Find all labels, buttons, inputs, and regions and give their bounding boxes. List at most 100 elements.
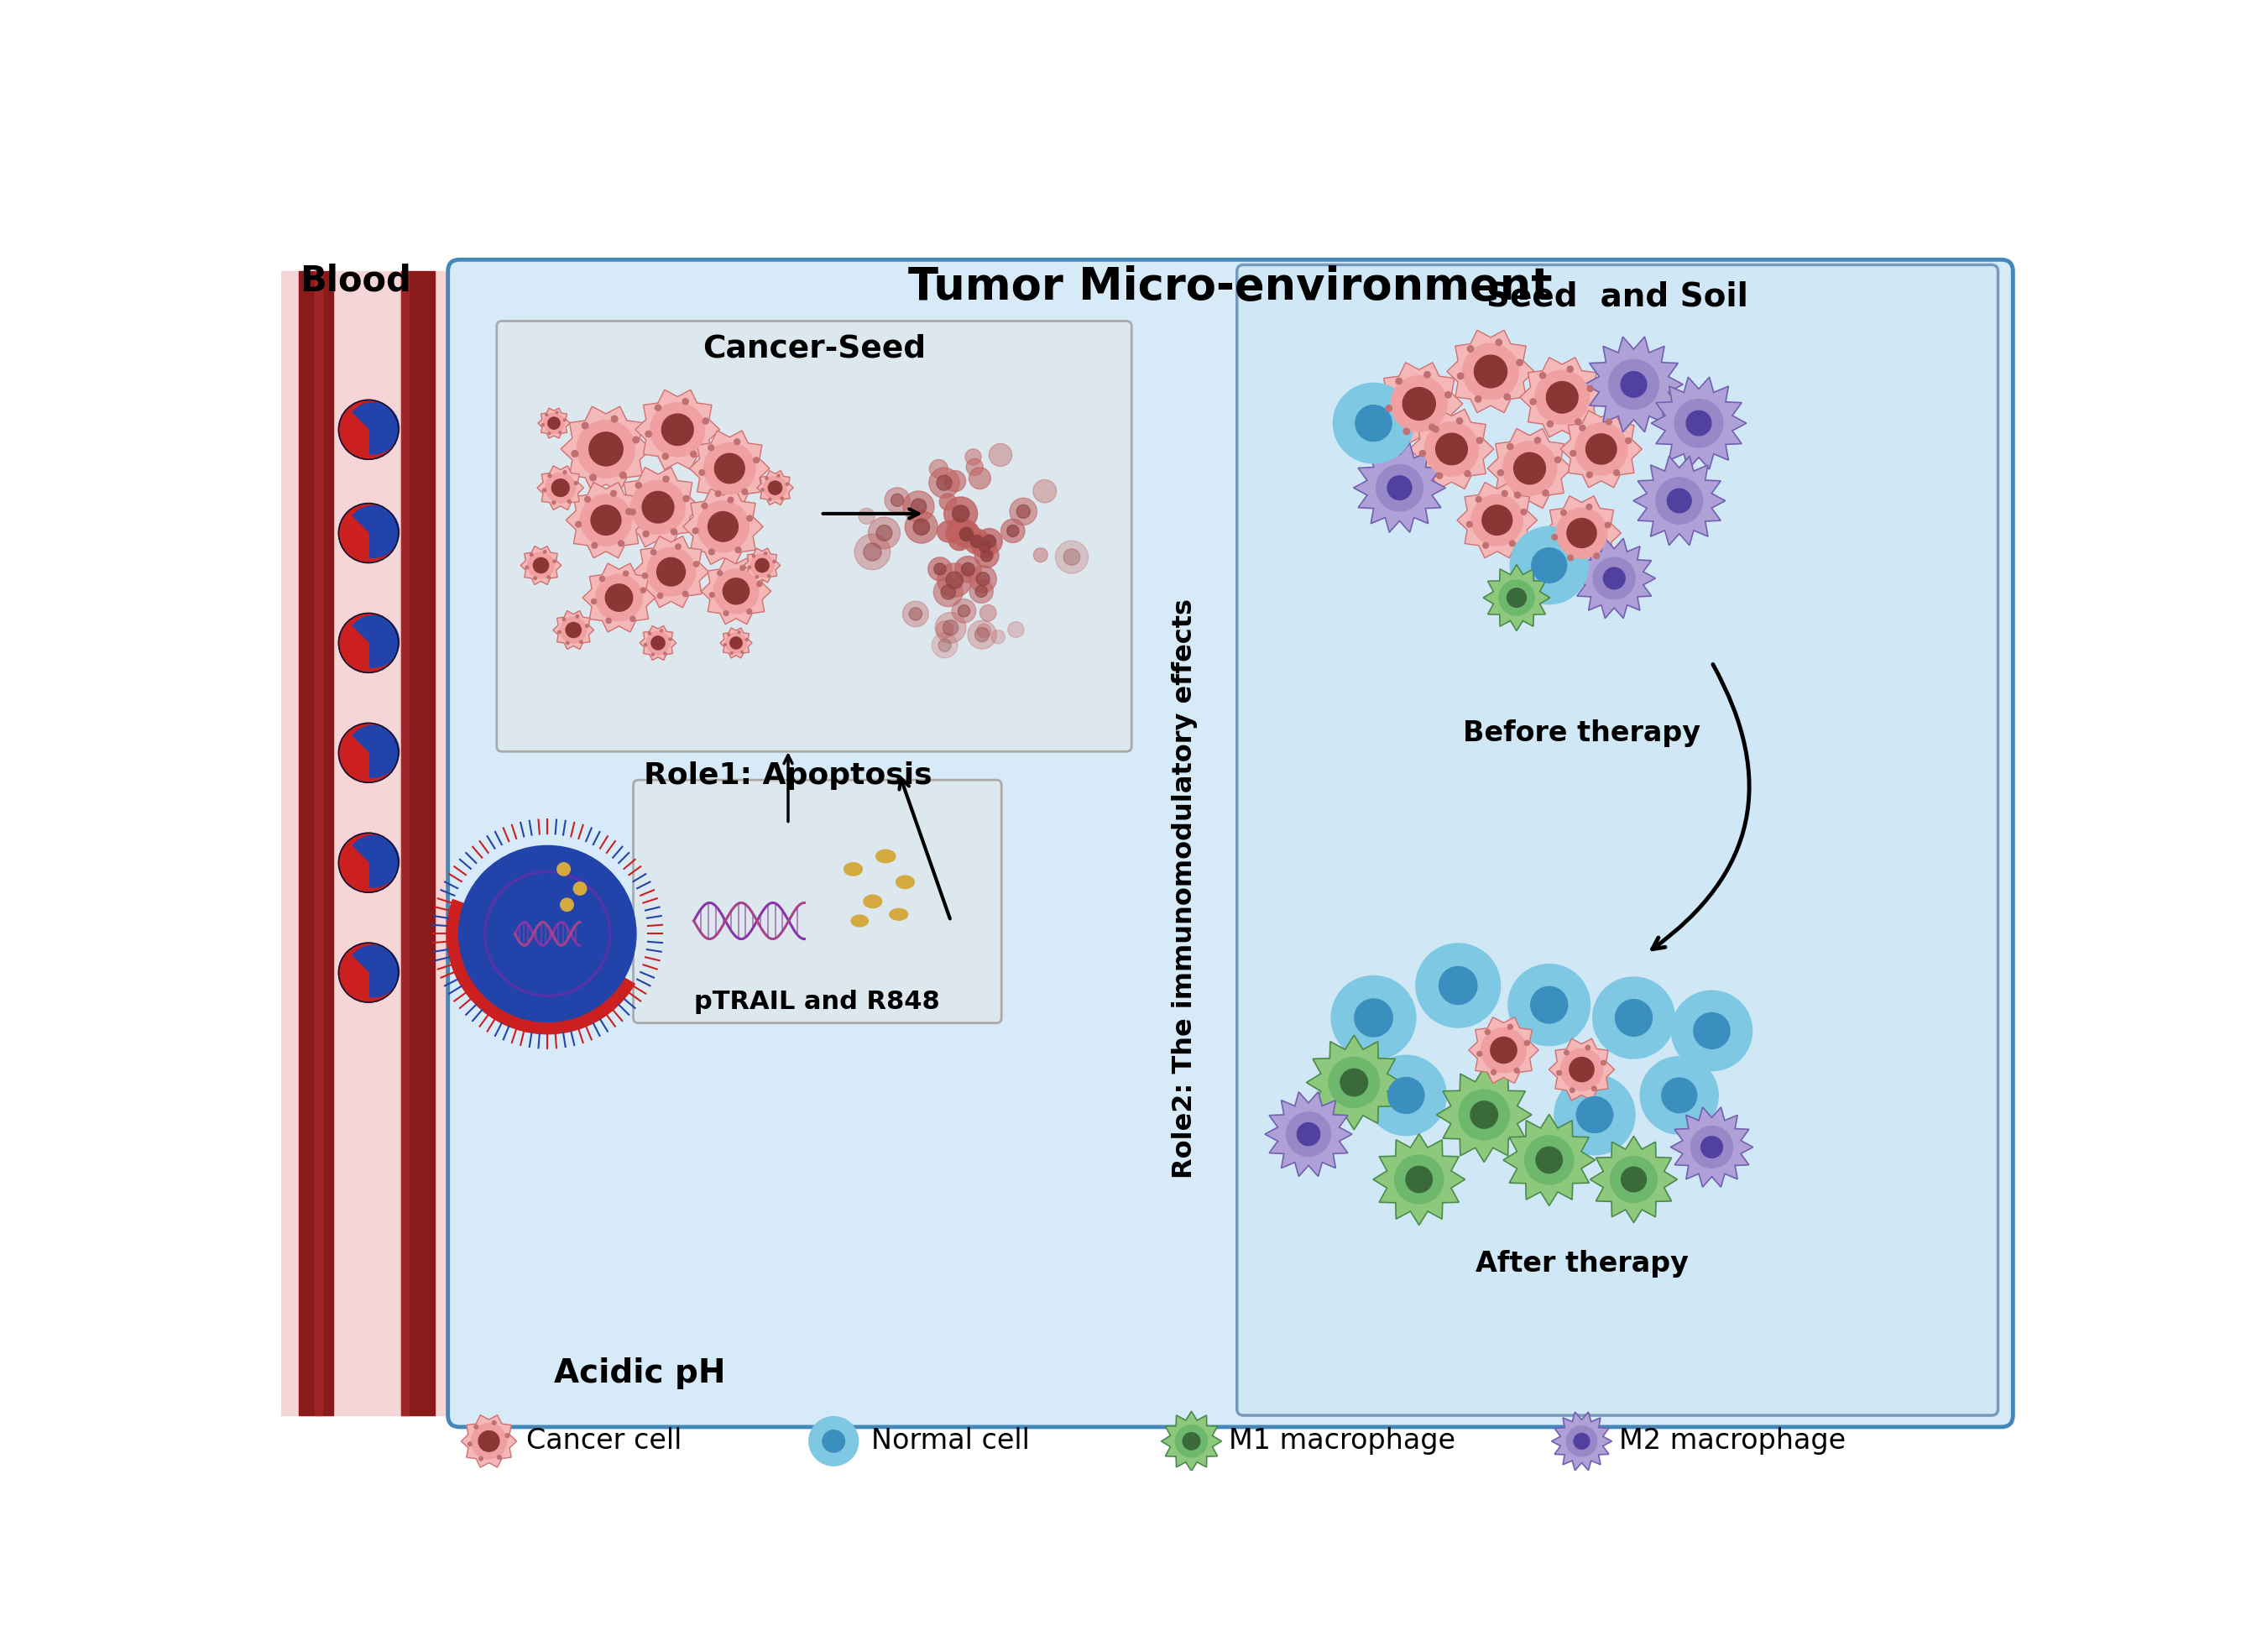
Circle shape — [716, 570, 723, 575]
Ellipse shape — [889, 909, 907, 920]
Bar — [402, 271, 436, 1416]
Polygon shape — [1307, 1036, 1402, 1130]
Circle shape — [1395, 378, 1402, 385]
Circle shape — [1556, 1070, 1561, 1075]
Circle shape — [764, 552, 766, 555]
Ellipse shape — [844, 862, 862, 876]
Text: pTRAIL and R848: pTRAIL and R848 — [694, 990, 941, 1014]
Circle shape — [348, 836, 400, 887]
Polygon shape — [1354, 443, 1446, 532]
Text: Acidic pH: Acidic pH — [555, 1358, 725, 1389]
Circle shape — [548, 577, 550, 578]
Circle shape — [1606, 522, 1610, 527]
Circle shape — [1056, 540, 1087, 573]
Circle shape — [544, 550, 546, 553]
Circle shape — [651, 653, 654, 656]
Circle shape — [730, 638, 741, 649]
Circle shape — [1476, 396, 1480, 401]
Circle shape — [1444, 392, 1451, 398]
Circle shape — [690, 451, 696, 458]
Circle shape — [1570, 451, 1577, 456]
Circle shape — [640, 588, 647, 593]
Circle shape — [766, 477, 768, 479]
Circle shape — [975, 585, 988, 596]
Circle shape — [1536, 1146, 1563, 1173]
Circle shape — [579, 494, 631, 545]
Circle shape — [339, 400, 398, 459]
Circle shape — [1390, 377, 1446, 431]
Circle shape — [557, 631, 562, 634]
Circle shape — [548, 474, 550, 477]
Text: Cancer-Seed: Cancer-Seed — [703, 334, 925, 363]
Circle shape — [786, 482, 788, 486]
Circle shape — [647, 547, 696, 596]
Polygon shape — [1543, 496, 1622, 570]
Circle shape — [595, 575, 642, 621]
Circle shape — [1568, 555, 1572, 560]
FancyBboxPatch shape — [447, 259, 2012, 1427]
Circle shape — [553, 560, 557, 563]
FancyBboxPatch shape — [1238, 264, 1999, 1416]
Circle shape — [934, 613, 966, 643]
Circle shape — [544, 489, 546, 492]
Circle shape — [1615, 999, 1653, 1036]
Circle shape — [575, 481, 577, 484]
Circle shape — [723, 578, 750, 605]
Circle shape — [892, 494, 903, 507]
Polygon shape — [1651, 377, 1747, 469]
Bar — [281, 271, 469, 1416]
Circle shape — [977, 624, 990, 638]
Circle shape — [633, 436, 640, 443]
Circle shape — [1525, 1135, 1574, 1184]
Circle shape — [559, 616, 586, 643]
Circle shape — [1011, 497, 1038, 525]
Circle shape — [885, 487, 910, 512]
Text: Normal cell: Normal cell — [871, 1427, 1031, 1455]
Wedge shape — [339, 621, 368, 672]
Circle shape — [622, 572, 629, 577]
Polygon shape — [1521, 357, 1604, 438]
Circle shape — [1354, 405, 1393, 441]
Circle shape — [1507, 588, 1527, 608]
Circle shape — [750, 553, 775, 577]
Circle shape — [1428, 425, 1435, 430]
Circle shape — [952, 600, 977, 623]
Circle shape — [1700, 1137, 1723, 1158]
Polygon shape — [1590, 1137, 1678, 1222]
Circle shape — [1561, 510, 1565, 515]
Circle shape — [1334, 383, 1415, 463]
Circle shape — [620, 472, 627, 479]
Polygon shape — [1552, 1412, 1613, 1470]
Circle shape — [964, 529, 990, 553]
Circle shape — [957, 525, 970, 540]
Circle shape — [1354, 999, 1393, 1037]
Circle shape — [1592, 557, 1635, 600]
Circle shape — [714, 491, 721, 497]
Circle shape — [645, 644, 647, 646]
Circle shape — [663, 415, 694, 446]
Circle shape — [1525, 1041, 1530, 1046]
Circle shape — [1622, 372, 1646, 396]
Circle shape — [1455, 418, 1462, 425]
Circle shape — [1532, 548, 1568, 583]
Circle shape — [930, 468, 959, 497]
Polygon shape — [640, 626, 676, 661]
Circle shape — [566, 641, 568, 644]
Circle shape — [1330, 1057, 1379, 1108]
Circle shape — [699, 469, 705, 476]
Circle shape — [768, 497, 770, 501]
Circle shape — [348, 945, 400, 998]
Circle shape — [526, 567, 528, 568]
Polygon shape — [537, 466, 584, 510]
Circle shape — [937, 476, 952, 491]
Circle shape — [1433, 426, 1440, 433]
Circle shape — [782, 497, 784, 499]
Circle shape — [1471, 494, 1523, 545]
Circle shape — [946, 524, 966, 544]
Circle shape — [548, 418, 559, 430]
Circle shape — [532, 558, 548, 573]
Circle shape — [741, 489, 748, 494]
Circle shape — [1671, 991, 1752, 1070]
Circle shape — [768, 481, 782, 494]
Circle shape — [1440, 966, 1478, 1004]
